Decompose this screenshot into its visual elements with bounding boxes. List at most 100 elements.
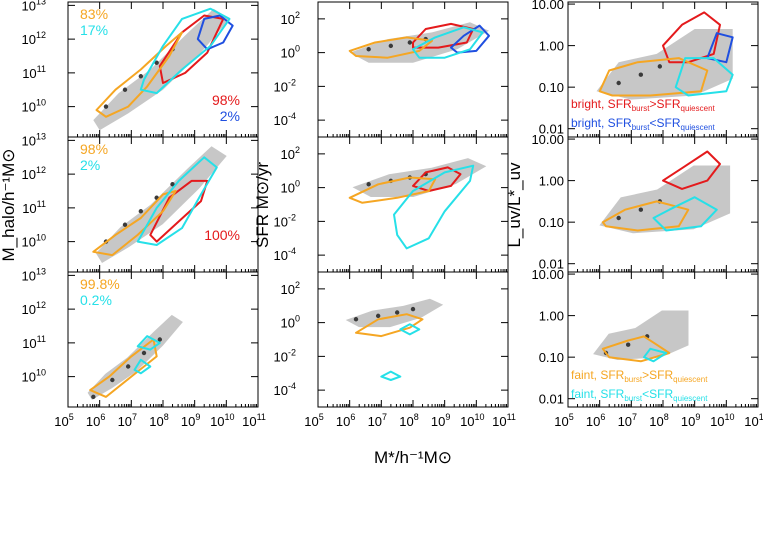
y-tick-label: 100 xyxy=(281,44,300,61)
y-tick-label-exp: 11 xyxy=(37,199,46,209)
x-tick-label-exp: 7 xyxy=(382,412,387,422)
y-tick-label-exp: 2 xyxy=(295,10,300,20)
y-tick-label-exp: 0 xyxy=(295,314,300,324)
y-tick-label-exp: 12 xyxy=(36,165,46,175)
y-tick-label: 10.00 xyxy=(531,267,564,282)
y-tick-label: 10.00 xyxy=(531,0,564,12)
y-tick-label-base: 10 xyxy=(274,349,288,364)
x-tick-label-exp: 1 xyxy=(759,412,763,422)
y-tick-label-base: 10 xyxy=(22,66,36,81)
contour-faint_gt xyxy=(601,200,690,232)
density-core-point xyxy=(122,222,128,227)
y-axis-label: M_halo/h⁻¹M⊙ xyxy=(0,149,18,262)
density-cloud xyxy=(95,146,227,263)
contour-faint_gt xyxy=(92,190,177,257)
x-tick-label: 105 xyxy=(304,412,323,429)
density-core-point xyxy=(394,310,400,315)
legend-text: bright, SFR xyxy=(571,97,632,111)
panel-frame xyxy=(317,271,509,408)
y-tick-label-base: 10 xyxy=(22,201,36,216)
legend-entry: faint, SFRburst>SFRquiescent xyxy=(571,368,708,384)
x-tick-label-exp: 9 xyxy=(445,412,450,422)
y-tick-label-base: 10 xyxy=(22,235,36,250)
y-tick-label-exp: -2 xyxy=(288,212,296,222)
y-tick-label: 1011 xyxy=(22,334,46,351)
y-tick-label: 102 xyxy=(281,145,300,162)
x-tick-label-base: 10 xyxy=(681,414,695,429)
x-tick-label-exp: 8 xyxy=(664,412,669,422)
y-tick-label-base: 10 xyxy=(274,214,288,229)
x-tick-label: 105 xyxy=(54,412,73,429)
contour-faint_lt xyxy=(412,26,484,59)
density-core-point xyxy=(410,306,416,312)
legend-sub: burst xyxy=(632,123,651,132)
x-tick-label-base: 10 xyxy=(242,414,256,429)
x-tick-label: 109 xyxy=(181,412,200,429)
y-tick-label-exp: 10 xyxy=(36,98,46,108)
y-tick-label: 1011 xyxy=(22,64,46,81)
y-tick-label: 10.00 xyxy=(531,132,564,147)
x-tick-label: 106 xyxy=(586,412,605,429)
panel-grid: 101010111012101383%17%98%2%1010101110121… xyxy=(22,0,763,429)
contour-faint_gt xyxy=(601,335,671,363)
legend-text: faint, SFR xyxy=(571,387,625,401)
y-tick-label-base: 10 xyxy=(22,32,36,47)
x-tick-label-exp: 11 xyxy=(507,412,516,422)
y-tick-label-exp: -4 xyxy=(288,111,296,121)
legend-sub: burst xyxy=(624,375,643,384)
legend-text: <SFR xyxy=(642,387,673,401)
contour-faint_lt xyxy=(652,196,718,232)
y-tick-label-exp: 2 xyxy=(295,145,300,155)
y-tick-label: 100 xyxy=(281,314,300,331)
y-tick-label-base: 10 xyxy=(274,248,288,263)
x-tick-label-base: 10 xyxy=(368,414,382,429)
y-tick-label: 1012 xyxy=(22,30,46,47)
legend-text: >SFR xyxy=(642,368,673,382)
y-tick-label: 1.00 xyxy=(539,174,564,189)
y-tick-label: 1013 xyxy=(22,0,46,13)
contour-bright_gt xyxy=(662,150,721,190)
x-tick-label: 108 xyxy=(649,412,668,429)
x-tick-label-exp: 9 xyxy=(695,412,700,422)
x-tick-label-base: 10 xyxy=(118,414,132,429)
density-cloud xyxy=(349,22,489,63)
x-tick-label-exp: 5 xyxy=(319,412,324,422)
density-core-point xyxy=(638,207,644,212)
density-cloud xyxy=(87,314,183,400)
legend-text: bright, SFR xyxy=(571,116,632,130)
x-tick-label-base: 10 xyxy=(649,414,663,429)
percentage-label: 100% xyxy=(204,227,240,243)
contour-faint_lt_b xyxy=(380,370,402,381)
panel-frame xyxy=(317,136,509,273)
percentage-label: 17% xyxy=(80,22,108,38)
y-tick-label: 1.00 xyxy=(539,309,564,324)
y-tick-label: 0.10 xyxy=(539,350,564,365)
contour-faint_lt_b xyxy=(133,358,152,375)
x-tick-label-exp: 5 xyxy=(69,412,74,422)
y-tick-label-base: 10 xyxy=(274,383,288,398)
x-tick-label-base: 10 xyxy=(586,414,600,429)
y-tick-label-base: 10 xyxy=(22,370,36,385)
percentage-label: 0.2% xyxy=(80,292,112,308)
panel-r1-c2: 0.01 0.10 1.00 10.00 xyxy=(531,132,759,273)
y-tick-label-exp: 12 xyxy=(36,300,46,310)
x-tick-label: 1011 xyxy=(492,412,516,429)
contour-faint_lt xyxy=(674,57,734,97)
y-tick-label-exp: 11 xyxy=(37,64,46,74)
contour-faint_gt xyxy=(355,313,424,338)
x-tick-label-base: 10 xyxy=(492,414,506,429)
x-tick-label-exp: 8 xyxy=(414,412,419,422)
contour-faint_lt xyxy=(136,156,218,246)
x-tick-label-exp: 6 xyxy=(350,412,355,422)
x-tick-label-exp: 6 xyxy=(600,412,605,422)
density-core-point xyxy=(657,64,663,69)
contour-bright_gt xyxy=(158,14,225,84)
contour-faint_gt xyxy=(598,57,709,97)
y-tick-label-base: 10 xyxy=(22,302,36,317)
x-tick-label-exp: 7 xyxy=(132,412,137,422)
x-tick-label-base: 10 xyxy=(181,414,195,429)
